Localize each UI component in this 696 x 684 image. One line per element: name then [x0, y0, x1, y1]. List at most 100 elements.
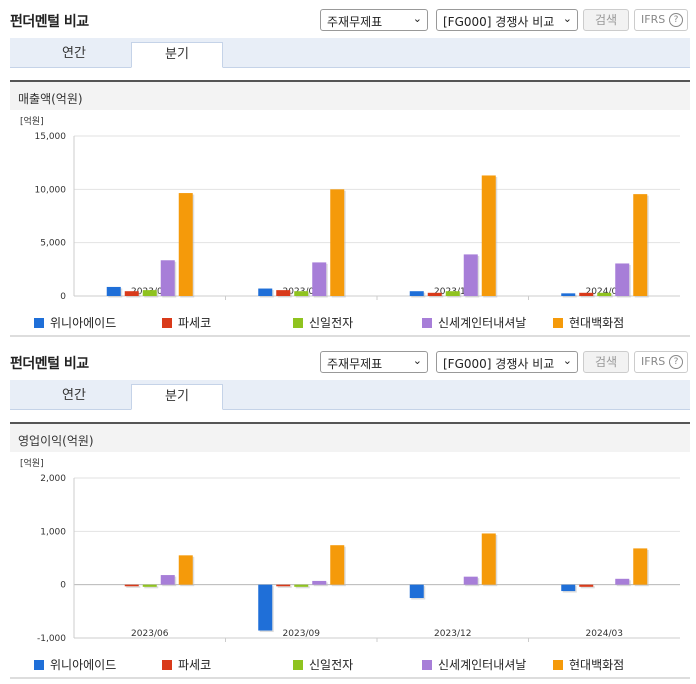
- legend-item[interactable]: 신세계인터내셔날: [422, 314, 526, 331]
- y-tick-label: 10,000: [35, 185, 67, 195]
- group-select-value: [FG000] 경쟁사 비교: [443, 357, 555, 371]
- statement-select[interactable]: 주재무제표 ⌄: [320, 351, 428, 373]
- metric-title: 매출액(억원): [10, 80, 690, 110]
- chevron-down-icon: ⌄: [562, 12, 572, 25]
- legend-label: 현대백화점: [569, 316, 625, 330]
- bar: [445, 291, 460, 296]
- bar: [276, 290, 291, 296]
- bar: [124, 584, 139, 587]
- bar: [409, 291, 424, 296]
- period-tabs: 연간 분기: [10, 380, 690, 410]
- y-tick-label: 0: [60, 581, 66, 591]
- bar: [276, 584, 291, 587]
- revenue-chart: [억원]05,00010,00015,0002023/062023/092023…: [10, 112, 690, 302]
- bar: [142, 584, 157, 587]
- operating-profit-chart-svg: [억원] -1,000 0 1,000 2,000 2023/06 2023/09 2023/…: [20, 457, 680, 644]
- bar: [463, 576, 478, 585]
- help-icon[interactable]: ?: [669, 355, 683, 369]
- y-tick-label: 5,000: [40, 239, 66, 249]
- x-tick-label: 2023/09: [283, 629, 321, 639]
- bar: [579, 292, 594, 296]
- bar: [106, 286, 121, 296]
- legend-swatch: [293, 660, 303, 670]
- tab-annual[interactable]: 연간: [62, 46, 86, 61]
- bar-shadow: [580, 586, 595, 589]
- chevron-down-icon: ⌄: [412, 12, 422, 25]
- legend-item[interactable]: 파세코: [162, 314, 211, 331]
- legend-item[interactable]: 신세계인터내셔날: [422, 656, 526, 673]
- legend-swatch: [422, 318, 432, 328]
- legend-item[interactable]: 현대백화점: [553, 656, 624, 673]
- legend-item[interactable]: 신일전자: [293, 656, 353, 673]
- y-tick-label: 2,000: [40, 474, 66, 484]
- search-button[interactable]: 검색: [583, 9, 629, 31]
- legend-label: 신세계인터내셔날: [438, 316, 527, 330]
- bar: [312, 580, 327, 585]
- bar: [409, 584, 424, 598]
- y-tick-label: -1,000: [37, 634, 66, 644]
- metric-title: 영업이익(억원): [10, 422, 690, 452]
- legend-item[interactable]: 위니아에이드: [34, 314, 116, 331]
- bar: [561, 293, 576, 296]
- y-tick-label: 0: [60, 292, 66, 302]
- legend-label: 신일전자: [309, 658, 354, 672]
- legend: 위니아에이드 파세코 신일전자 신세계인터내셔날 현대백화점: [10, 653, 690, 673]
- bar: [294, 584, 309, 587]
- section-title: 펀더멘털 비교: [10, 14, 89, 30]
- bar: [427, 292, 442, 296]
- ifrs-button[interactable]: IFRS?: [634, 9, 688, 31]
- search-button[interactable]: 검색: [583, 351, 629, 373]
- chevron-down-icon: ⌄: [412, 354, 422, 367]
- bar: [330, 545, 345, 585]
- legend-swatch: [162, 318, 172, 328]
- bar-shadow: [126, 586, 141, 588]
- bar: [142, 290, 157, 296]
- legend-item[interactable]: 현대백화점: [553, 314, 624, 331]
- bar: [258, 288, 273, 296]
- statement-select[interactable]: 주재무제표 ⌄: [320, 9, 428, 31]
- bar: [463, 254, 478, 296]
- bar: [258, 584, 273, 631]
- legend-label: 파세코: [178, 316, 212, 330]
- statement-select-value: 주재무제표: [327, 15, 383, 29]
- tab-quarterly[interactable]: 분기: [131, 42, 223, 68]
- revenue-chart-svg: [억원]05,00010,00015,0002023/062023/092023…: [20, 115, 680, 302]
- bar: [633, 194, 648, 296]
- legend-item[interactable]: 위니아에이드: [34, 656, 116, 673]
- unit-label: [억원]: [20, 115, 44, 127]
- group-select[interactable]: [FG000] 경쟁사 비교 ⌄: [436, 9, 578, 31]
- divider: [10, 677, 690, 679]
- help-icon[interactable]: ?: [669, 13, 683, 27]
- unit-label: [억원]: [20, 457, 44, 469]
- tab-quarterly[interactable]: 분기: [131, 384, 223, 410]
- bar: [160, 260, 175, 296]
- statement-select-value: 주재무제표: [327, 357, 383, 371]
- legend-item[interactable]: 신일전자: [293, 314, 353, 331]
- bar: [561, 584, 576, 592]
- y-tick-label: 15,000: [35, 132, 67, 142]
- legend-label: 신세계인터내셔날: [438, 658, 527, 672]
- ifrs-label: IFRS: [641, 355, 666, 368]
- bar: [178, 193, 193, 296]
- bar: [178, 555, 193, 585]
- legend-label: 위니아에이드: [50, 316, 117, 330]
- x-tick-label: 2024/03: [586, 629, 623, 639]
- bar: [294, 291, 309, 296]
- group-select-value: [FG000] 경쟁사 비교: [443, 15, 555, 29]
- ifrs-button[interactable]: IFRS?: [634, 351, 688, 373]
- tab-annual[interactable]: 연간: [62, 388, 86, 403]
- legend-label: 신일전자: [309, 316, 354, 330]
- section-title: 펀더멘털 비교: [10, 356, 89, 372]
- chevron-down-icon: ⌄: [562, 354, 572, 367]
- legend-item[interactable]: 파세코: [162, 656, 211, 673]
- bar-shadow: [277, 586, 292, 588]
- x-tick-label: 2023/06: [131, 629, 169, 639]
- bar: [160, 575, 175, 585]
- group-select[interactable]: [FG000] 경쟁사 비교 ⌄: [436, 351, 578, 373]
- bar: [330, 189, 345, 296]
- legend-swatch: [34, 318, 44, 328]
- period-tabs: 연간 분기: [10, 38, 690, 68]
- legend-label: 현대백화점: [569, 658, 625, 672]
- divider: [10, 335, 690, 337]
- y-tick-label: 1,000: [40, 527, 66, 537]
